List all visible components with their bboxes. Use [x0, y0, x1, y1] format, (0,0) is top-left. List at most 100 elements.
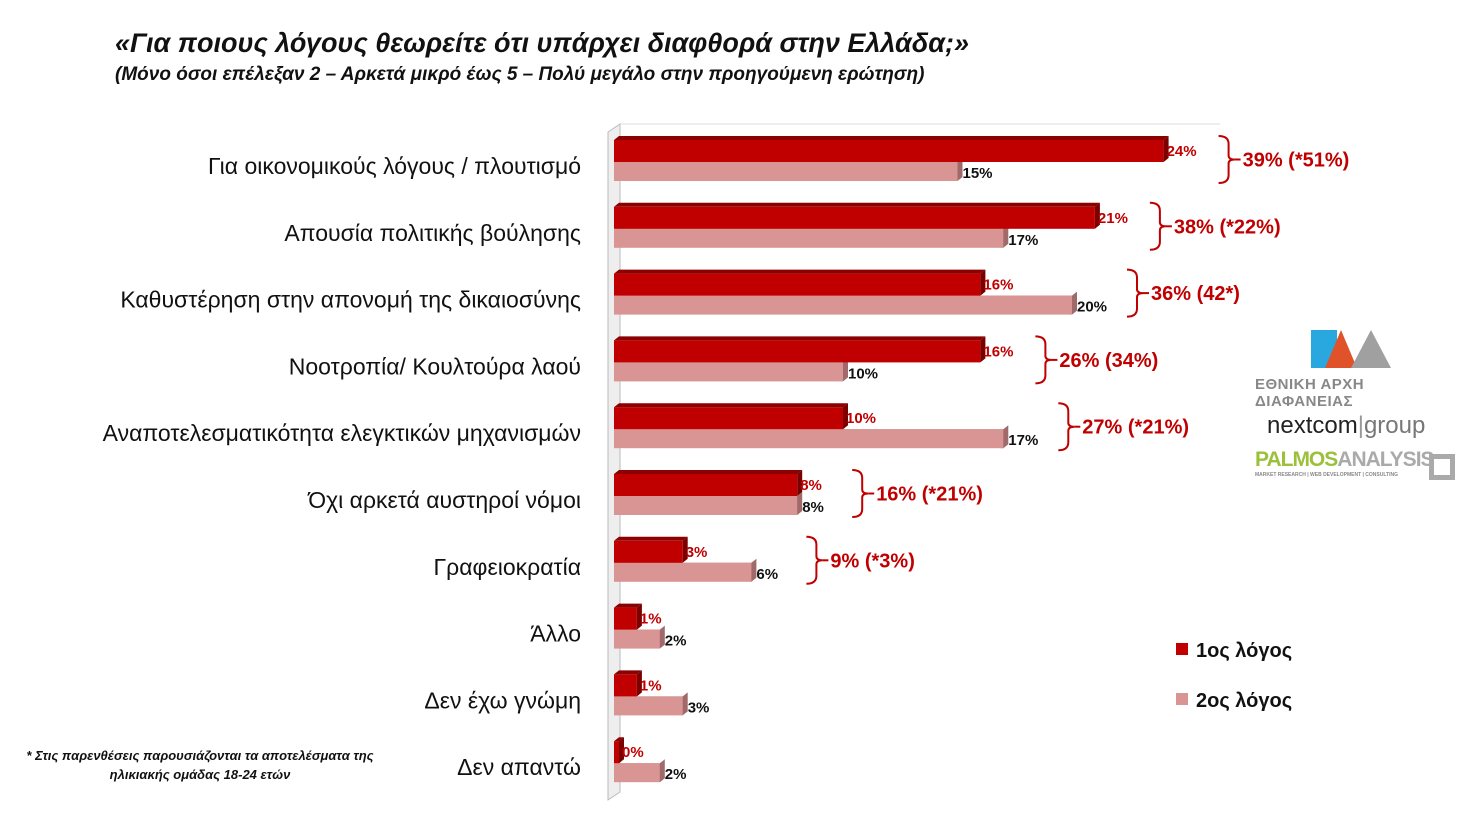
bar-2nd-reason: [614, 228, 1004, 248]
legend-swatch: [1176, 643, 1188, 655]
chart-title: «Για ποιους λόγους θεωρείτε ότι υπάρχει …: [115, 28, 970, 58]
bar-1st-top: [614, 269, 986, 274]
bar-1st-top: [614, 202, 1100, 207]
bar-1st-top: [614, 603, 642, 608]
total-brace: [1035, 335, 1052, 385]
bar-2nd-reason: [614, 295, 1072, 315]
bar-1st-side: [980, 336, 986, 363]
legend-label: 2ος λόγος: [1196, 690, 1292, 712]
category-label: Αναποτελεσματικότητα ελεγκτικών μηχανισμ…: [103, 420, 581, 446]
value-label-2nd: 6%: [756, 566, 778, 583]
chart-subtitle: (Μόνο όσοι επέλεξαν 2 – Αρκετά μικρό έως…: [115, 64, 925, 85]
eaa-text: ΕΘΝΙΚΗ ΑΡΧΗ ΔΙΑΦΑΝΕΙΑΣ: [1255, 376, 1365, 410]
bar-2nd-reason: [614, 496, 798, 515]
value-label-2nd: 20%: [1077, 299, 1107, 316]
analysis-text: ANALYSIS: [1337, 448, 1434, 471]
bar-1st-top: [614, 470, 803, 474]
bar-2nd-reason: [614, 629, 660, 649]
palmos-text: PALMOS: [1255, 448, 1338, 471]
bar-1st-side: [636, 670, 642, 697]
value-label-1st: 10%: [846, 410, 876, 427]
value-label-2nd: 15%: [963, 165, 993, 182]
palmos-logo: PALMOSANALYSIS MARKET RESEARCH | WEB DEV…: [1255, 448, 1455, 480]
value-label-1st: 24%: [1167, 143, 1197, 160]
eaa-logo: [1311, 330, 1391, 368]
category-label: Δεν έχω γνώμη: [424, 687, 581, 713]
bar-1st-top: [614, 670, 642, 675]
value-label-1st: 3%: [686, 544, 708, 561]
bar-1st-reason: [614, 741, 619, 764]
bar-1st-reason: [614, 474, 798, 496]
nextcom-logo: nextcom|group: [1267, 412, 1426, 439]
bar-2nd-reason: [614, 763, 660, 783]
category-label: Άλλο: [530, 621, 581, 647]
total-label: 36% (42*): [1151, 283, 1240, 305]
value-label-2nd: 2%: [665, 766, 687, 783]
bar-1st-side: [682, 536, 688, 563]
logos: ΕΘΝΙΚΗ ΑΡΧΗ ΔΙΑΦΑΝΕΙΑΣ nextcom|group PAL…: [1255, 330, 1455, 480]
bar-1st-side: [797, 470, 803, 496]
total-brace: [1126, 268, 1144, 318]
category-label: Νοοτροπία/ Κουλτούρα λαού: [289, 353, 581, 379]
value-label-1st: 16%: [983, 277, 1013, 294]
legend-swatch: [1176, 693, 1188, 705]
value-label-1st: 1%: [640, 611, 662, 628]
bar-1st-top: [614, 536, 688, 541]
bar-2nd-reason: [614, 562, 752, 582]
total-brace: [1218, 135, 1235, 184]
value-label-1st: 0%: [622, 744, 644, 761]
total-brace: [806, 535, 823, 585]
category-label: Όχι αρκετά αυστηροί νόμοι: [307, 487, 581, 513]
footnote: * Στις παρενθέσεις παρουσιάζονται τα απο…: [26, 748, 374, 782]
bar-1st-top: [614, 403, 848, 408]
bar-1st-reason: [614, 273, 981, 296]
value-label-2nd: 8%: [802, 499, 824, 516]
category-label: Καθυστέρηση στην απονομή της δικαιοσύνης: [120, 287, 581, 313]
value-label-2nd: 10%: [848, 365, 878, 382]
value-label-2nd: 2%: [665, 633, 687, 650]
total-brace: [1149, 201, 1166, 251]
bar-2nd-reason: [614, 429, 1004, 449]
bar-2nd-reason: [614, 696, 683, 716]
bar-1st-top: [614, 136, 1169, 140]
bar-1st-side: [1094, 202, 1100, 229]
value-label-1st: 1%: [640, 677, 662, 694]
value-label-1st: 16%: [983, 343, 1013, 360]
total-label: 38% (*22%): [1174, 216, 1281, 238]
bar-2nd-reason: [614, 362, 843, 382]
total-label: 16% (*21%): [876, 484, 983, 506]
total-label: 39% (*51%): [1243, 150, 1350, 172]
bar-1st-side: [980, 269, 986, 296]
total-label: 9% (*3%): [830, 550, 914, 572]
value-label-1st: 21%: [1098, 210, 1128, 227]
total-label: 26% (34%): [1059, 350, 1158, 372]
bar-1st-reason: [614, 340, 981, 363]
bar-1st-top: [614, 336, 986, 341]
value-label-2nd: 17%: [1008, 232, 1038, 249]
value-label-1st: 8%: [800, 477, 822, 494]
nextcom-text: nextcom: [1267, 412, 1358, 439]
palmos-tagline: MARKET RESEARCH | WEB DEVELOPMENT | CONS…: [1255, 472, 1398, 478]
bar-1st-top: [614, 737, 624, 742]
bar-1st-reason: [614, 206, 1095, 229]
bar-1st-reason: [614, 674, 637, 697]
bar-2nd-reason: [614, 162, 958, 181]
nextcom-group: group: [1363, 412, 1426, 439]
legend-label: 1ος λόγος: [1196, 640, 1292, 662]
bar-1st-side: [636, 603, 642, 630]
total-brace: [852, 469, 869, 518]
total-label: 27% (*21%): [1082, 417, 1189, 439]
bar-1st-side: [1163, 136, 1169, 162]
category-label: Απουσία πολιτικής βούλησης: [284, 220, 581, 246]
value-label-2nd: 17%: [1008, 432, 1038, 449]
value-label-2nd: 3%: [688, 699, 710, 716]
bar-1st-reason: [614, 140, 1164, 162]
category-label: Για οικονομικούς λόγους / πλουτισμό: [208, 153, 581, 179]
category-label: Δεν απαντώ: [457, 754, 581, 780]
total-brace: [1058, 402, 1075, 452]
bar-1st-side: [843, 403, 848, 430]
bar-1st-reason: [614, 407, 843, 430]
bar-1st-reason: [614, 607, 637, 630]
